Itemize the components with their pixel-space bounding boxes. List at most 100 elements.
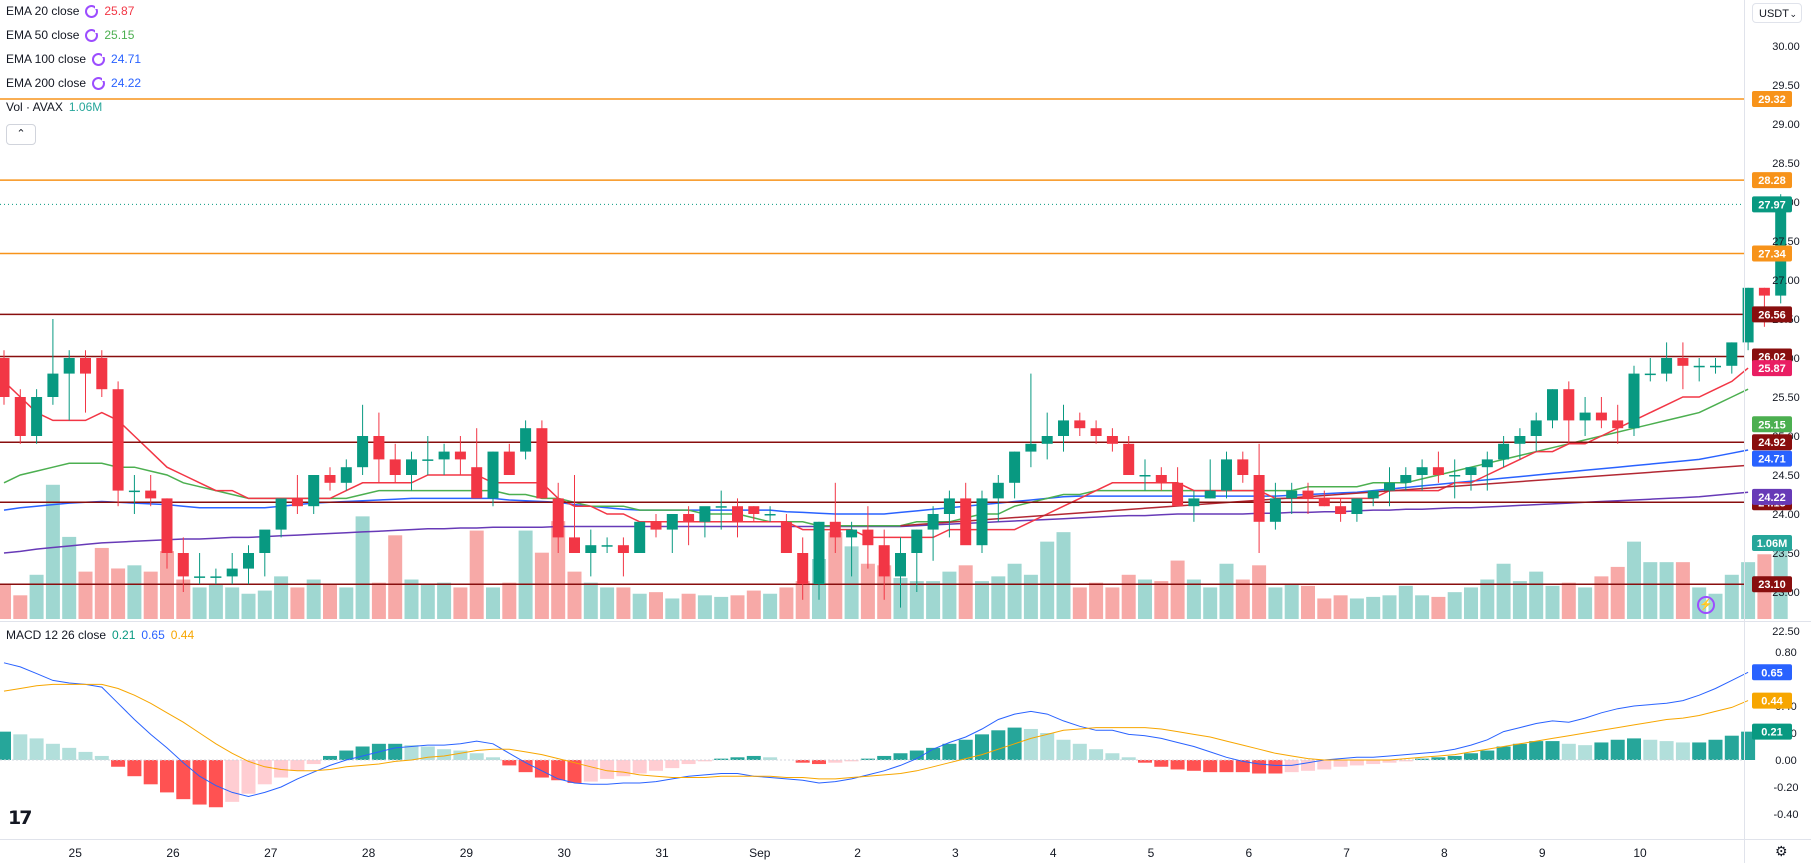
candle-body — [422, 459, 434, 461]
macd-tick-label: -0.20 — [1773, 782, 1798, 794]
macd-hist-bar — [1219, 760, 1234, 773]
macd-hist-bar — [1023, 728, 1038, 760]
volume-bar — [45, 484, 60, 619]
candle-body — [699, 506, 711, 522]
chevron-up-icon: ⌃ — [16, 128, 26, 140]
tag-label: 0.21 — [1761, 727, 1782, 739]
volume-bar — [746, 590, 761, 619]
candle-body — [340, 467, 352, 483]
volume-bar — [160, 551, 174, 619]
candle-body — [943, 498, 955, 514]
volume-bar — [1512, 581, 1527, 619]
candle-body — [112, 389, 124, 491]
volume-bar — [1235, 579, 1250, 619]
candle-body — [1155, 475, 1167, 483]
candle-body — [780, 521, 792, 553]
tag-bg — [1752, 488, 1792, 505]
lightning-icon[interactable]: ⚡ — [1697, 596, 1715, 614]
candle-body — [797, 553, 809, 585]
candle-body — [275, 498, 287, 530]
volume-bar — [649, 592, 663, 619]
gear-icon[interactable]: ⚙ — [1775, 843, 1788, 859]
time-tick-label: 25 — [69, 846, 83, 860]
volume-bar — [290, 587, 305, 619]
red-trend-line — [900, 464, 1745, 527]
tag-label: 0.65 — [1761, 667, 1782, 679]
macd-hist-bar — [1464, 753, 1478, 760]
macd-hist-bar — [78, 751, 93, 760]
macd-hist-bar — [1333, 760, 1348, 767]
candle-body — [0, 358, 10, 397]
collapse-legend-button[interactable]: ⌃ — [6, 124, 36, 145]
macd-hist-bar — [1105, 753, 1120, 760]
candle-body — [1269, 498, 1281, 522]
legend-ema20[interactable]: EMA 20 close 25.87 — [6, 4, 134, 18]
macd-hist-bar — [339, 750, 354, 760]
candle-body — [1188, 498, 1200, 507]
time-tick-label: 4 — [1050, 846, 1057, 860]
candle-body — [846, 529, 858, 538]
candle-body — [1498, 443, 1510, 460]
volume-bar — [1545, 585, 1560, 619]
time-tick-label: 9 — [1539, 846, 1546, 860]
macd-line — [3, 662, 1749, 798]
time-tick-label: 8 — [1441, 846, 1448, 860]
candle-body — [536, 428, 548, 499]
price-tick-label: 24.00 — [1772, 509, 1800, 521]
tag-label: 25.87 — [1758, 363, 1786, 375]
volume-bar — [323, 584, 337, 619]
macd-hist-bar — [323, 755, 337, 760]
volume-bar — [29, 574, 44, 619]
tradingview-logo-icon[interactable]: 17 — [8, 807, 32, 829]
volume-bar — [13, 595, 28, 619]
macd-hist-bar — [583, 760, 598, 782]
candle-body — [194, 576, 206, 578]
candle-body — [829, 521, 841, 538]
volume-bar — [926, 581, 941, 619]
candles — [0, 194, 1787, 608]
macd-hist-bar — [176, 760, 191, 800]
candle-body — [1726, 342, 1738, 366]
candle-body — [683, 514, 695, 522]
price-tick-label: 28.50 — [1772, 158, 1800, 170]
volume-bar — [697, 595, 712, 619]
volume-bar — [681, 593, 696, 619]
candle-body — [1318, 498, 1330, 507]
legend-ema100[interactable]: EMA 100 close 24.71 — [6, 52, 141, 66]
candle-body — [1628, 373, 1640, 429]
legend-macd[interactable]: MACD 12 26 close 0.21 0.65 0.44 — [6, 628, 194, 642]
macd-hist-bar — [111, 760, 126, 767]
macd-hist-bar — [860, 758, 875, 760]
level-tag: 24.92 — [1752, 434, 1792, 451]
candle-body — [552, 498, 564, 538]
macd-hist-bar — [616, 760, 631, 777]
candle-body — [1742, 287, 1754, 343]
volume-bar — [420, 584, 435, 619]
volume-bars — [0, 484, 1788, 619]
tag-label: 28.28 — [1758, 175, 1786, 187]
candle-body — [243, 553, 254, 569]
tag-label: 23.10 — [1758, 579, 1786, 591]
ema20-line — [3, 367, 1749, 539]
currency-select[interactable]: USDT ⌄ — [1752, 3, 1802, 23]
tag-label: 27.34 — [1758, 248, 1786, 260]
tag-bg — [1752, 360, 1792, 377]
macd-tag: 0.44 — [1752, 692, 1792, 709]
candle-body — [1204, 490, 1216, 499]
candle-body — [128, 490, 140, 493]
macd-hist-bar — [143, 760, 158, 785]
candle-body — [1058, 420, 1069, 436]
volume-bar — [339, 587, 354, 619]
legend-volume[interactable]: Vol · AVAX 1.06M — [6, 100, 102, 114]
candle-body — [911, 529, 923, 553]
legend-ema50[interactable]: EMA 50 close 25.15 — [6, 28, 134, 42]
volume-bar — [1333, 595, 1348, 619]
macd-hist-bar — [746, 755, 761, 760]
candle-body — [1384, 482, 1395, 491]
legend-ema200[interactable]: EMA 200 close 24.22 — [6, 76, 141, 90]
tag-bg — [1752, 576, 1792, 593]
macd-hist-bar — [1317, 760, 1332, 770]
candle-body — [1595, 412, 1607, 421]
candle-body — [1579, 412, 1591, 421]
